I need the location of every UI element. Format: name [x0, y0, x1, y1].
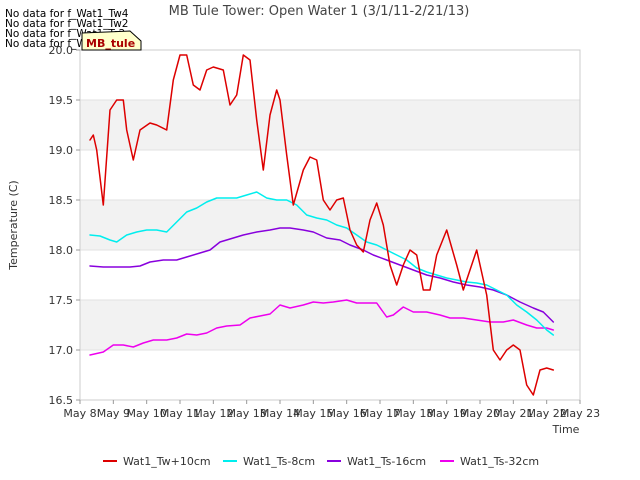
- annotation-box: MB_tule: [81, 30, 142, 51]
- x-tick-label: May 8: [63, 407, 96, 420]
- series-line-wat1-tw-10cm: [89, 54, 555, 396]
- x-tick-label: May 12: [193, 407, 233, 420]
- series-line-wat1-ts-16cm: [89, 227, 555, 323]
- x-tick-label: May 15: [293, 407, 333, 420]
- x-tick-label: May 11: [160, 407, 200, 420]
- x-tick-label: May 10: [127, 407, 167, 420]
- x-tick-label: May 17: [360, 407, 400, 420]
- series-line-wat1-ts-8cm: [89, 191, 555, 336]
- x-tick-label: May 19: [427, 407, 467, 420]
- plot-frame: [79, 49, 581, 401]
- nodata-message-1: No data for f_Wat1_Tw4: [5, 8, 129, 20]
- x-axis-label: Time: [552, 423, 580, 436]
- y-tick-label: 17.5: [49, 294, 74, 307]
- chart-title: MB Tule Tower: Open Water 1 (3/1/11-2/21…: [169, 4, 470, 19]
- x-tick-label: May 22: [527, 407, 567, 420]
- legend-label: Wat1_Tw+10cm: [123, 455, 211, 468]
- y-tick-label: 18.0: [49, 244, 74, 257]
- y-tick-label: 20.0: [49, 44, 74, 57]
- x-tick-label: May 20: [460, 407, 500, 420]
- y-tick-label: 17.0: [49, 344, 74, 357]
- nodata-message-3: No data for f_Wat1_Ts2: [5, 28, 126, 40]
- annotation-text: MB_tule: [86, 37, 135, 50]
- y-tick-label: 18.5: [49, 194, 74, 207]
- y-tick-label: 16.5: [49, 394, 74, 407]
- nodata-message-2: No data for f_Wat1_Tw2: [5, 18, 129, 30]
- x-tick-label: May 21: [493, 407, 533, 420]
- x-tick-label: May 16: [327, 407, 367, 420]
- background-band: [80, 100, 580, 150]
- legend-label: Wat1_Ts-8cm: [243, 455, 315, 468]
- legend: Wat1_Tw+10cm Wat1_Ts-8cm Wat1_Ts-16cm Wat1_…: [103, 455, 539, 468]
- series-line-wat1-ts-32cm: [89, 299, 555, 356]
- legend-label: Wat1_Ts-32cm: [460, 455, 539, 468]
- legend-label: Wat1_Ts-16cm: [347, 455, 426, 468]
- x-tick-label: May 9: [97, 407, 130, 420]
- x-tick-label: May 18: [393, 407, 433, 420]
- background-band: [80, 300, 580, 350]
- background-bands: [80, 100, 580, 350]
- x-tick-label: May 13: [227, 407, 267, 420]
- y-axis-ticks: 16.5 17.0 17.5 18.0 18.5 19.0 19.5 20.0: [49, 44, 80, 407]
- y-tick-label: 19.5: [49, 94, 74, 107]
- x-tick-label: May 14: [260, 407, 300, 420]
- y-tick-label: 19.0: [49, 144, 74, 157]
- y-axis-label: Temperature (C): [7, 180, 20, 270]
- background-band: [80, 200, 580, 250]
- x-tick-label: May 23: [560, 407, 600, 420]
- series-lines: [89, 54, 555, 396]
- nodata-message-4: No data for f_Wat1_Tw6: [5, 38, 129, 50]
